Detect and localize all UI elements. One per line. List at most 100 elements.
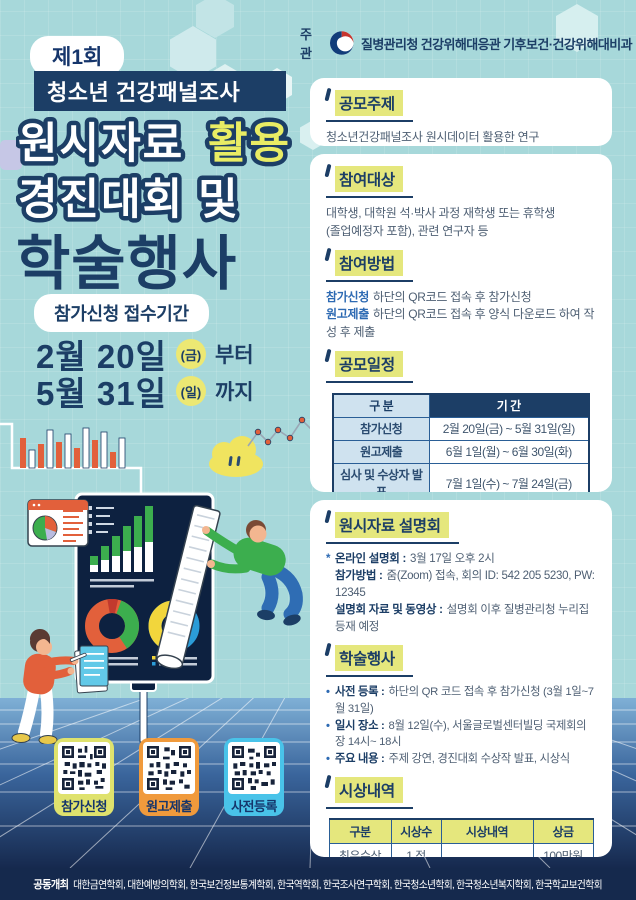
section-title: 공모주제 (335, 90, 403, 116)
awards-cell: 100만원 (532, 842, 594, 857)
table-row: 원고제출 6월 1일(월) ~ 6월 30일(화) (332, 439, 590, 464)
co-host-list: 공동개최 대한금연학회, 대한예방의학회, 한국보건정보통계학회, 한국역학회, … (34, 876, 603, 892)
end-suffix: 까지 (214, 381, 254, 404)
qr-label-apply: 참가신청 (61, 798, 107, 814)
section-title: 공모일정 (335, 350, 403, 377)
hexagon-decoration (556, 4, 598, 52)
footer-bar: 공동개최 대한금연학회, 대한예방의학회, 한국보건정보통계학회, 한국역학회, … (0, 868, 636, 900)
bullet-icon: • (326, 752, 330, 765)
method-lead2: 원고제출 (326, 307, 369, 322)
qr-label-register: 사전등록 (231, 798, 277, 814)
briefing-lead3: 설명회 자료 및 동영상 : (335, 604, 443, 617)
target-line2: (졸업예정자 포함), 관련 연구자 등 (326, 223, 489, 238)
qr-pattern (232, 746, 276, 790)
survey-title-bar: 청소년 건강패널조사 (34, 71, 286, 111)
start-day-badge: (금) (175, 339, 206, 369)
schedule-col-header: 기 간 (428, 393, 590, 418)
application-period-label: 참가신청 접수기간 (34, 294, 209, 332)
edition-badge: 제1회 (30, 36, 125, 76)
section-awards: 시상내역 구분 시상수 시상내역 상금 최우수상 1 점 질병관리청장상 100… (324, 774, 596, 857)
awards-header: 구분 (328, 818, 392, 844)
event-line3: • 주요 내용 : 주제 강연, 경진대회 수상작 발표, 시상식 (326, 751, 596, 768)
briefing-rest1: 3월 17일 오후 2시 (410, 553, 495, 565)
mini-bar-chart (20, 427, 126, 469)
briefing-line3: 설명회 자료 및 동영상 : 설명회 이후 질병관리청 누리집 등재 예정 (326, 602, 596, 636)
section-method: 참여방법 참가신청 하단의 QR코드 접속 후 참가신청 원고제출 하단의 QR코드… (324, 247, 596, 342)
mini-window-pie-chart (27, 499, 89, 547)
briefing-line2: 참가방법 : 줌(Zoom) 접속, 회의 ID: 542 205 5230, P… (326, 568, 596, 602)
awards-table: 구분 시상수 시상내역 상금 최우수상 1 점 질병관리청장상 100만원 우수… (328, 817, 594, 857)
event-lead1: 사전 등록 : (335, 686, 385, 699)
awards-cell: 최우수상 (328, 842, 392, 857)
schedule-cell: 참가신청 (332, 416, 430, 441)
qr-tile-register[interactable]: 사전등록 (224, 738, 284, 816)
event-rest3: 주제 강연, 경진대회 수상작 발표, 시상식 (388, 752, 571, 765)
organizer-label: 주관 (300, 27, 312, 61)
method-line1: 참가신청 하단의 QR코드 접속 후 참가신청 (326, 289, 596, 307)
end-date: 5월 31일 (36, 375, 167, 412)
data-analytics-illustration (0, 416, 313, 744)
connector-line (0, 422, 143, 494)
paper-scroll (155, 504, 221, 670)
event-line2: • 일시 장소 :8월 12일(수), 서울글로벌센터빌딩 국제회의장 14시~ … (326, 718, 596, 751)
method-line2: 원고제출 하단의 QR코드 접속 후 양식 다운로드 하여 작성 후 제출 (326, 306, 596, 342)
tick-decoration (324, 509, 332, 524)
bullet-icon: * (326, 553, 331, 565)
section-title: 학술행사 (335, 645, 403, 672)
person-flying (202, 520, 303, 626)
briefing-lead2: 참가방법 : (335, 570, 383, 583)
schedule-col-header: 구 분 (332, 393, 430, 418)
tick-decoration (324, 87, 332, 102)
schedule-table: 구 분 기 간 참가신청 2월 20일(금) ~ 5월 31일(일) 원고제출 … (332, 392, 590, 492)
method-rest2: 하단의 QR코드 접속 후 양식 다운로드 하여 작성 후 제출 (326, 307, 595, 339)
square-decoration (0, 140, 22, 170)
section-title: 참여대상 (335, 166, 403, 192)
qr-tile-apply[interactable]: 참가신청 (54, 738, 114, 816)
method-rest1: 하단의 QR코드 접속 후 참가신청 (372, 289, 532, 304)
table-row: 심사 및 수상자 발표 7월 1일(수) ~ 7월 24일(금) (332, 462, 590, 492)
section-schedule: 공모일정 구 분 기 간 참가신청 2월 20일(금) ~ 5월 31일(일) … (324, 348, 596, 492)
tick-decoration (324, 348, 332, 362)
start-date: 2월 20일 (36, 338, 167, 375)
qr-pattern (62, 746, 106, 790)
title-line3: 학술행사 (16, 231, 237, 297)
organizer-row: 주관 질병관리청 건강위해대응관 기후보건·건강위해대비과 (300, 24, 633, 62)
card-events: 원시자료 설명회 * 온라인 설명회 : 3월 17일 오후 2시 참가방법 : 줌(… (310, 500, 612, 857)
section-briefing: 원시자료 설명회 * 온라인 설명회 : 3월 17일 오후 2시 참가방법 : 줌(… (324, 509, 596, 636)
co-host-orgs: 대한금연학회, 대한예방의학회, 한국보건정보통계학회, 한국역학회, 한국조사… (73, 879, 603, 891)
end-day-badge: (일) (175, 376, 206, 406)
qr-tile-submit[interactable]: 원고제출 (139, 738, 199, 816)
main-title: 원시자료 활용 경진대회 및 학술행사 (16, 116, 294, 298)
organizer-name: 질병관리청 건강위해대응관 기후보건·건강위해대비과 (360, 36, 633, 52)
awards-header: 시상수 (390, 818, 442, 844)
event-lead3: 주요 내용 : (335, 752, 385, 765)
briefing-rest2: 줌(Zoom) 접속, 회의 ID: 542 205 5230, PW: 123… (335, 570, 595, 600)
awards-header: 시상내역 (440, 818, 534, 844)
schedule-cell: 6월 1일(월) ~ 6월 30일(화) (428, 439, 590, 464)
briefing-lead1: 온라인 설명회 : (335, 553, 406, 565)
qr-label-submit: 원고제출 (146, 798, 192, 814)
trend-line-chart (247, 416, 313, 447)
tick-decoration (324, 163, 332, 178)
government-logo-icon (330, 31, 354, 55)
qr-code-row: 참가신청 원고제출 (54, 738, 284, 816)
board-donut-chart-orange (85, 599, 139, 653)
tick-decoration (324, 774, 332, 788)
start-suffix: 부터 (214, 344, 254, 367)
qr-code (228, 742, 280, 794)
board-list-lines (88, 506, 114, 534)
section-target: 참여대상 대학생, 대학원 석·박사 과정 재학생 또는 휴학생 (졸업예정자 … (324, 163, 596, 241)
event-rest1: 하단의 QR 코드 접속 후 참가신청 (3월 1일~7월 31일) (335, 686, 594, 715)
co-host-label: 공동개최 (33, 879, 70, 891)
schedule-cell: 2월 20일(금) ~ 5월 31일(일) (428, 416, 590, 441)
event-rest2: 8월 12일(수), 서울글로벌센터빌딩 국제회의장 14시~ 18시 (335, 719, 587, 749)
schedule-cell: 심사 및 수상자 발표 (332, 462, 430, 492)
target-line1: 대학생, 대학원 석·박사 과정 재학생 또는 휴학생 (326, 206, 555, 220)
bullet-icon: • (326, 719, 330, 732)
qr-pattern (147, 746, 191, 790)
event-lead2: 일시 장소 : (335, 719, 385, 732)
card-participation: 참여대상 대학생, 대학원 석·박사 과정 재학생 또는 휴학생 (졸업예정자 … (310, 154, 612, 492)
board-stacked-bar-chart (90, 506, 154, 588)
method-lead1: 참가신청 (326, 289, 369, 304)
card-topic: 공모주제 청소년건강패널조사 원시데이터 활용한 연구 (타 자료연계 가능) (310, 78, 612, 146)
